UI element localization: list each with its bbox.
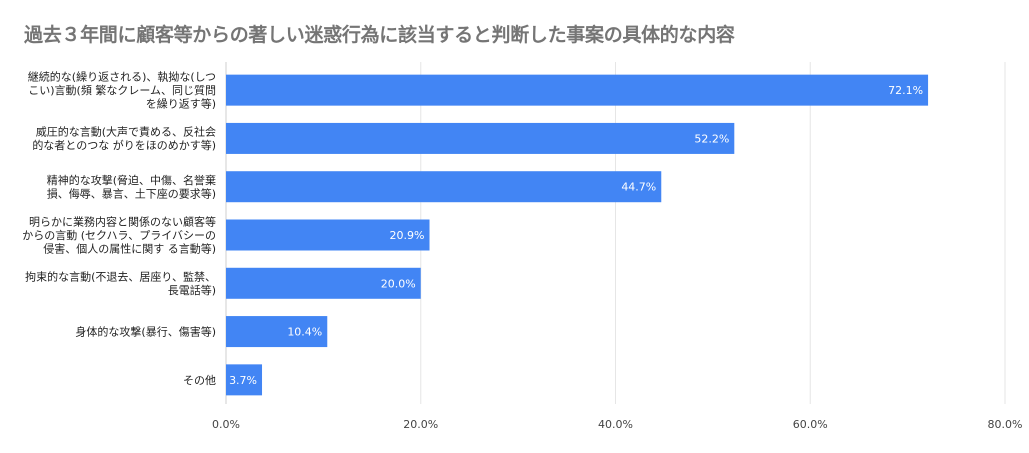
x-tick-label: 0.0%	[212, 418, 240, 431]
chart-title: 過去３年間に顧客等からの著しい迷惑行為に該当すると判断した事案の具体的な内容	[24, 24, 735, 46]
x-tick-label: 20.0%	[403, 418, 438, 431]
x-tick-label: 40.0%	[598, 418, 633, 431]
bar	[226, 171, 662, 203]
data-label: 20.0%	[381, 277, 416, 290]
bar	[226, 364, 263, 396]
data-label: 3.7%	[229, 374, 257, 387]
data-label: 20.9%	[390, 229, 425, 242]
bar	[226, 267, 421, 299]
data-label: 44.7%	[621, 181, 656, 194]
category-label: 継続的な(繰り返される)、執拗な(しつこい)言動(頻 繁なクレーム、同じ質問を繰…	[28, 70, 216, 111]
category-label: 威圧的な言動(大声で責める、反社会的な者とのつな がりをほのめかす等)	[32, 125, 216, 153]
bar	[226, 74, 929, 106]
category-label: 明らかに業務内容と関係のない顧客等からの言動 (セクハラ、プライバシーの侵害、個…	[22, 215, 216, 256]
data-label: 52.2%	[694, 132, 729, 145]
x-tick-label: 80.0%	[988, 418, 1023, 431]
bar	[226, 316, 328, 348]
x-axis-tick-labels: 0.0% 20.0% 40.0% 60.0% 80.0%	[212, 418, 1022, 431]
category-label: 精神的な攻撃(脅迫、中傷、名誉棄損、侮辱、暴言、土下座の要求等)	[47, 173, 216, 201]
bar	[226, 219, 430, 251]
category-labels: 継続的な(繰り返される)、執拗な(しつこい)言動(頻 繁なクレーム、同じ質問を繰…	[22, 70, 216, 387]
bars: 72.1% 52.2% 44.7% 20.9% 20.0% 10.4% 3.7%	[226, 74, 929, 396]
category-label: その他	[183, 374, 216, 387]
x-tick-label: 60.0%	[793, 418, 828, 431]
category-label: 身体的な攻撃(暴行、傷害等)	[75, 325, 216, 339]
category-label: 拘束的な言動(不退去、居座り、監禁、長電話等)	[25, 270, 216, 298]
data-label: 72.1%	[888, 84, 923, 97]
bar	[226, 122, 735, 154]
data-label: 10.4%	[287, 326, 322, 339]
